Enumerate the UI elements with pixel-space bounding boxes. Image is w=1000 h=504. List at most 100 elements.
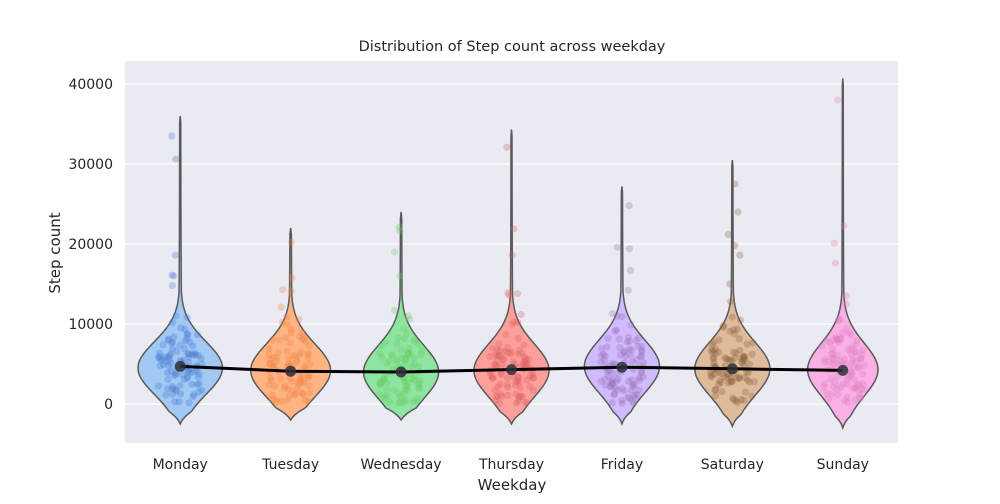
data-point (526, 372, 534, 380)
data-point (265, 345, 273, 353)
data-point (186, 338, 194, 346)
data-point (189, 393, 197, 401)
data-point (376, 350, 384, 358)
data-point (398, 394, 406, 403)
data-point (860, 385, 868, 393)
data-point (501, 348, 509, 356)
data-point (302, 397, 310, 405)
data-point (493, 393, 501, 401)
data-point (826, 338, 834, 347)
data-point (401, 386, 409, 394)
data-point (176, 390, 184, 398)
data-point (491, 397, 499, 405)
data-point (830, 336, 838, 344)
data-point (601, 375, 609, 383)
outlier-point (726, 280, 734, 288)
data-point (732, 397, 740, 405)
data-point (269, 336, 277, 344)
data-point (508, 348, 516, 356)
data-point (189, 351, 197, 359)
data-point (728, 357, 736, 365)
data-point (380, 375, 389, 383)
data-point (603, 343, 611, 351)
x-tick-label: Tuesday (261, 457, 319, 473)
data-point (407, 350, 415, 359)
data-point (710, 370, 718, 379)
data-point (741, 388, 750, 396)
data-point (408, 374, 416, 383)
data-point (834, 390, 842, 398)
data-point (494, 346, 502, 354)
data-point (613, 312, 621, 320)
data-point (627, 351, 635, 359)
data-point (287, 328, 295, 337)
data-point (859, 380, 867, 388)
data-point (376, 377, 384, 385)
data-point (633, 391, 641, 399)
data-point (168, 383, 177, 391)
data-point (523, 360, 532, 368)
data-point (265, 351, 273, 359)
data-point (271, 382, 279, 390)
data-point (496, 352, 504, 360)
data-point (400, 334, 409, 343)
data-point (394, 389, 402, 397)
outlier-point (406, 315, 414, 323)
data-point (637, 368, 645, 376)
outlier-point (396, 227, 404, 235)
data-point (851, 348, 860, 356)
data-point (299, 389, 307, 397)
data-point (402, 355, 410, 363)
data-point (265, 381, 273, 389)
outlier-point (503, 143, 511, 151)
data-point (156, 362, 164, 370)
data-point (194, 331, 202, 339)
data-point (155, 352, 163, 360)
data-point (730, 396, 738, 404)
data-point (410, 336, 419, 344)
data-point (497, 390, 505, 398)
data-point (515, 392, 523, 400)
data-point (845, 373, 853, 382)
data-point (510, 373, 518, 381)
data-point (184, 350, 192, 358)
data-point (294, 383, 302, 391)
data-point (849, 356, 857, 364)
x-tick-label: Monday (153, 457, 208, 473)
data-point (410, 354, 418, 362)
data-point (735, 373, 743, 381)
data-point (499, 355, 507, 363)
data-point (284, 385, 292, 393)
outlier-point (288, 274, 296, 282)
data-point (504, 391, 512, 399)
data-point (717, 370, 725, 378)
data-point (306, 360, 314, 368)
chart-title: Distribution of Step count across weekda… (359, 39, 666, 55)
outlier-point (842, 292, 851, 300)
outlier-point (830, 239, 838, 247)
data-point (300, 391, 308, 399)
data-point (288, 387, 297, 395)
data-point (172, 371, 180, 379)
data-point (741, 356, 749, 364)
data-point (744, 376, 752, 384)
outlier-point (395, 223, 403, 231)
data-point (851, 376, 859, 384)
data-point (496, 346, 504, 354)
data-point (188, 350, 196, 358)
data-point (638, 348, 646, 356)
data-point (512, 378, 520, 386)
data-point (285, 355, 293, 363)
data-point (176, 341, 184, 349)
outlier-point (404, 312, 412, 320)
data-point (494, 383, 502, 391)
data-point (393, 357, 401, 366)
data-point (529, 371, 537, 379)
data-point (856, 394, 864, 402)
data-point (414, 395, 422, 403)
data-point (498, 361, 506, 369)
data-point (167, 367, 175, 375)
data-point (739, 358, 747, 366)
x-tick-label: Saturday (701, 457, 764, 473)
data-point (623, 338, 631, 346)
